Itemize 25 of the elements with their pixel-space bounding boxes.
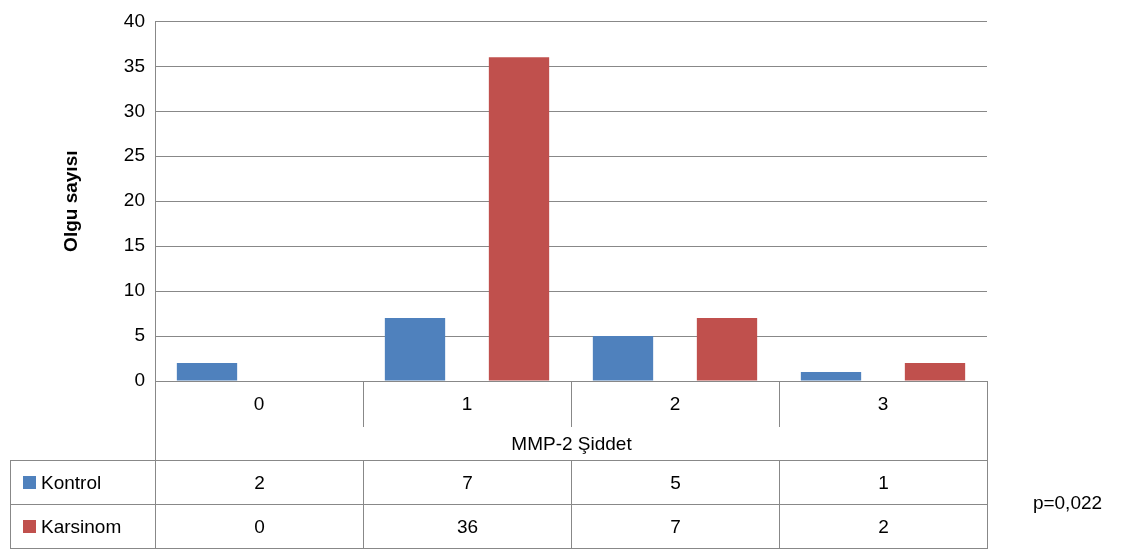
y-tick-label: 35 (123, 54, 145, 76)
text: p=0,022 (1031, 490, 1104, 515)
y-tick-label: 0 (134, 369, 145, 391)
data-label: 7 (571, 504, 780, 549)
data-label: 2 (779, 504, 988, 549)
data-label: 5 (571, 460, 780, 505)
data-label: 36 (363, 504, 572, 549)
x-tick-label: 1 (461, 392, 473, 414)
y-tick-label: 15 (123, 234, 145, 256)
y-tick-label: 10 (123, 279, 145, 301)
x-axis-title: MMP-2 Şiddet (155, 427, 988, 460)
x-tick-label: 0 (253, 392, 265, 414)
data-label: 2 (155, 460, 364, 505)
y-tick-label: 25 (123, 144, 145, 166)
data-label: 7 (363, 460, 572, 505)
y-axis-title: Olgu sayısı (59, 150, 81, 252)
y-tick-label: 40 (123, 9, 145, 31)
x-tick-label: 3 (877, 392, 889, 414)
y-tick-label: 20 (123, 189, 145, 211)
legend-label: Kontrol (40, 471, 102, 494)
legend-label: Karsinom (40, 515, 122, 538)
data-label: 1 (779, 460, 988, 505)
x-tick-label: 2 (669, 392, 681, 414)
y-tick-label: 5 (134, 324, 145, 346)
y-tick-label: 30 (123, 99, 145, 121)
